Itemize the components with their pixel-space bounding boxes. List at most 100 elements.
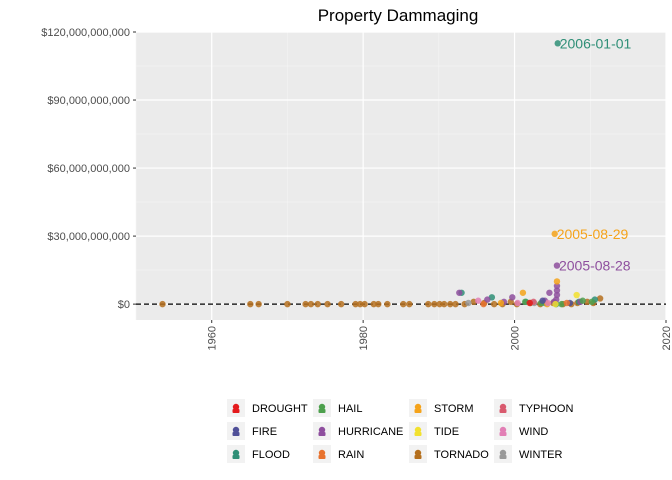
point-wind (514, 299, 521, 307)
legend-item-drought: DROUGHT (227, 399, 308, 417)
point-tide (573, 291, 580, 299)
point-hurricane (553, 282, 561, 290)
point-hail (579, 297, 586, 304)
legend-key-label-glyph (318, 455, 326, 459)
x-tick-label: 2000 (510, 326, 522, 350)
legend-key-point (232, 403, 240, 411)
point-tornado (490, 300, 498, 308)
legend-item-hail: HAIL (313, 399, 362, 417)
point-tornado (425, 300, 432, 308)
point-tornado (431, 300, 438, 308)
point-hail (558, 300, 565, 308)
legend-item-hurricane: HURRICANE (313, 422, 403, 440)
point-storm (497, 299, 505, 307)
legend-key-point (318, 449, 326, 457)
point-tornado (284, 300, 291, 308)
legend-key-label-glyph (232, 432, 240, 436)
point-tornado (302, 300, 309, 308)
point-hurricane (553, 287, 561, 294)
plot-panel (136, 32, 666, 320)
point-rain (563, 299, 571, 307)
point-tornado (255, 300, 262, 308)
point-wind (544, 299, 552, 307)
legend-item-typhoon: TYPHOON (494, 399, 573, 417)
legend-key-point (318, 426, 326, 434)
point-tornado (400, 300, 407, 308)
legend-key-point (499, 449, 507, 457)
legend-key-label-glyph (232, 409, 240, 413)
point-tornado (307, 300, 315, 308)
point-tornado (314, 300, 321, 308)
legend-item-winter: WINTER (494, 445, 562, 463)
point-tornado (452, 300, 459, 308)
point-hurricane (509, 294, 516, 301)
legend-item-flood: FLOOD (227, 445, 290, 463)
data-points (159, 40, 604, 308)
legend-item-rain: RAIN (313, 445, 364, 463)
annotation-label: 2005-08-29 (557, 226, 629, 242)
legend-key-label-glyph (318, 432, 326, 436)
legend-label: WIND (519, 426, 548, 438)
point-storm (553, 278, 561, 285)
y-tick-label: $60,000,000,000 (47, 163, 130, 175)
point-tornado (356, 300, 364, 308)
legend-item-tide: TIDE (409, 422, 459, 440)
legend-key-point (414, 403, 422, 411)
point-tide (552, 300, 559, 308)
legend-key-label-glyph (232, 455, 240, 459)
chart-title: Property Dammaging (318, 6, 479, 25)
y-tick-label: $90,000,000,000 (47, 95, 130, 107)
legend-key-point (232, 449, 240, 457)
point-tornado (436, 300, 443, 308)
legend-key-point (499, 403, 507, 411)
legend-item-tornado: TORNADO (409, 445, 489, 463)
legend-key-label-glyph (414, 432, 422, 436)
point-hurricane (553, 291, 561, 299)
grid-lines (135, 31, 667, 320)
point-tornado (384, 300, 391, 308)
point-tornado (440, 300, 448, 308)
point-storm (551, 230, 558, 238)
point-fire (539, 297, 546, 304)
legend-label: WINTER (519, 449, 562, 461)
legend-key-point (318, 403, 326, 411)
point-tornado (447, 300, 454, 308)
x-tick-label: 1980 (358, 326, 370, 350)
point-rain (480, 300, 487, 308)
y-axis: $0 $30,000,000,000 $60,000,000,000 $90,000,… (41, 27, 136, 311)
legend-key-label-glyph (499, 455, 507, 459)
point-wind (475, 297, 482, 304)
legend-label: TIDE (434, 426, 459, 438)
legend-label: DROUGHT (252, 403, 308, 415)
legend-key-point (414, 426, 422, 434)
legend-label: HURRICANE (338, 426, 403, 438)
point-tornado (352, 300, 359, 308)
point-tornado (375, 300, 382, 308)
legend-item-wind: WIND (494, 422, 548, 440)
legend-key-label-glyph (318, 409, 326, 413)
point-tornado (337, 300, 345, 308)
legend-key-point (232, 426, 240, 434)
annotation-label: 2005-08-28 (559, 258, 631, 274)
legend-item-storm: STORM (409, 399, 474, 417)
point-drought (526, 299, 533, 307)
legend: DROUGHT FIRE FLOOD HAIL HURRICANE RAIN STORM TI… (227, 399, 573, 463)
point-flood (554, 40, 561, 47)
annotations: 2006-01-01 2005-08-29 2005-08-28 (557, 35, 632, 273)
point-hurricane (456, 289, 463, 296)
x-axis: 1960 1980 2000 2020 (207, 320, 672, 350)
legend-item-fire: FIRE (227, 422, 277, 440)
legend-label: FIRE (252, 426, 277, 438)
legend-label: TYPHOON (519, 403, 573, 415)
point-tornado (596, 295, 604, 302)
legend-key-label-glyph (414, 409, 422, 413)
annotation-label: 2006-01-01 (560, 35, 632, 51)
legend-label: RAIN (338, 449, 364, 461)
legend-label: HAIL (338, 403, 362, 415)
point-hail (588, 298, 595, 306)
point-tornado (247, 300, 254, 308)
point-winter (465, 299, 472, 307)
point-hurricane (546, 289, 553, 296)
point-tornado (324, 300, 331, 308)
legend-key-label-glyph (499, 409, 507, 413)
